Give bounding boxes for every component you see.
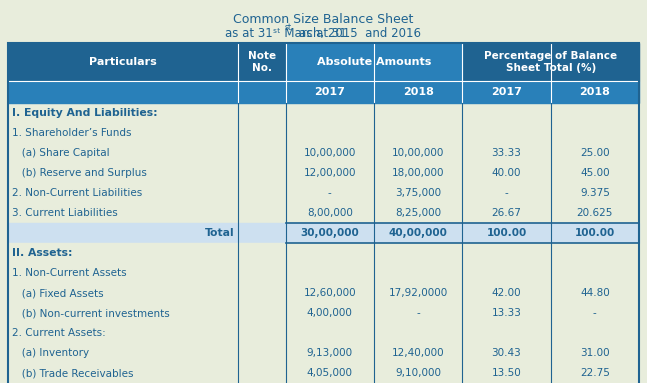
Text: 12,00,000: 12,00,000 xyxy=(303,168,356,178)
Text: Total: Total xyxy=(204,228,234,238)
Bar xyxy=(8,243,639,263)
Bar xyxy=(285,43,463,81)
Bar xyxy=(8,363,639,383)
Bar xyxy=(8,203,639,223)
Text: 100.00: 100.00 xyxy=(487,228,527,238)
Text: 2. Current Assets:: 2. Current Assets: xyxy=(12,328,105,338)
Text: 4,05,000: 4,05,000 xyxy=(307,368,353,378)
Text: 40,00,000: 40,00,000 xyxy=(389,228,448,238)
Text: 40.00: 40.00 xyxy=(492,168,521,178)
Bar xyxy=(8,43,639,81)
Text: 10,00,000: 10,00,000 xyxy=(392,148,444,158)
Text: 30,00,000: 30,00,000 xyxy=(300,228,359,238)
Bar xyxy=(8,263,639,283)
Text: (a) Share Capital: (a) Share Capital xyxy=(12,148,109,158)
Text: 3. Current Liabilities: 3. Current Liabilities xyxy=(12,208,118,218)
Text: 1. Non-Current Assets: 1. Non-Current Assets xyxy=(12,268,127,278)
Text: 12,40,000: 12,40,000 xyxy=(392,348,444,358)
Text: Particulars: Particulars xyxy=(89,57,157,67)
Bar xyxy=(8,303,639,323)
Text: 22.75: 22.75 xyxy=(580,368,609,378)
Text: 9,13,000: 9,13,000 xyxy=(307,348,353,358)
Text: st: st xyxy=(285,23,292,32)
Text: 9.375: 9.375 xyxy=(580,188,609,198)
Bar xyxy=(8,283,639,303)
Text: 20.625: 20.625 xyxy=(576,208,613,218)
Text: 8,00,000: 8,00,000 xyxy=(307,208,353,218)
Bar xyxy=(8,143,639,163)
Text: 2017: 2017 xyxy=(491,87,522,97)
Text: Percentage of Balance
Sheet Total (%): Percentage of Balance Sheet Total (%) xyxy=(484,51,617,73)
Bar xyxy=(8,163,639,183)
Text: Absolute Amounts: Absolute Amounts xyxy=(317,57,431,67)
Text: 4,00,000: 4,00,000 xyxy=(307,308,353,318)
Text: 3,75,000: 3,75,000 xyxy=(395,188,441,198)
Bar xyxy=(8,103,639,123)
Text: 31.00: 31.00 xyxy=(580,348,609,358)
Text: II. Assets:: II. Assets: xyxy=(12,248,72,258)
Text: 8,25,000: 8,25,000 xyxy=(395,208,441,218)
Bar xyxy=(8,223,639,243)
Text: Note
No.: Note No. xyxy=(248,51,276,73)
Text: (b) Reserve and Surplus: (b) Reserve and Surplus xyxy=(12,168,147,178)
Text: (a) Inventory: (a) Inventory xyxy=(12,348,89,358)
Text: 2. Non-Current Liabilities: 2. Non-Current Liabilities xyxy=(12,188,142,198)
Bar xyxy=(8,323,639,343)
Text: (b) Trade Receivables: (b) Trade Receivables xyxy=(12,368,133,378)
Text: as at 31ˢᵗ March, 2015  and 2016: as at 31ˢᵗ March, 2015 and 2016 xyxy=(225,27,421,40)
Text: 100.00: 100.00 xyxy=(575,228,615,238)
Text: 9,10,000: 9,10,000 xyxy=(395,368,441,378)
Text: -: - xyxy=(593,308,597,318)
Text: Common Size Balance Sheet: Common Size Balance Sheet xyxy=(233,13,413,26)
Text: 13.50: 13.50 xyxy=(492,368,521,378)
Text: 30.43: 30.43 xyxy=(492,348,521,358)
Text: I. Equity And Liabilities:: I. Equity And Liabilities: xyxy=(12,108,158,118)
Text: 10,00,000: 10,00,000 xyxy=(303,148,356,158)
Text: 12,60,000: 12,60,000 xyxy=(303,288,356,298)
Text: 25.00: 25.00 xyxy=(580,148,609,158)
Text: 2018: 2018 xyxy=(402,87,433,97)
Text: -: - xyxy=(416,308,420,318)
Bar xyxy=(8,123,639,143)
Text: (b) Non-current investments: (b) Non-current investments xyxy=(12,308,170,318)
Text: 13.33: 13.33 xyxy=(492,308,521,318)
Text: -: - xyxy=(328,188,332,198)
Text: 33.33: 33.33 xyxy=(492,148,521,158)
Text: -: - xyxy=(505,188,509,198)
Text: 2018: 2018 xyxy=(580,87,610,97)
Text: (a) Fixed Assets: (a) Fixed Assets xyxy=(12,288,104,298)
Bar xyxy=(8,81,639,103)
Bar xyxy=(8,343,639,363)
Text: 26.67: 26.67 xyxy=(492,208,521,218)
Text: as at 31: as at 31 xyxy=(299,27,347,40)
Text: 17,92,0000: 17,92,0000 xyxy=(389,288,448,298)
Text: 44.80: 44.80 xyxy=(580,288,609,298)
Text: 42.00: 42.00 xyxy=(492,288,521,298)
Text: 2017: 2017 xyxy=(314,87,345,97)
Text: 45.00: 45.00 xyxy=(580,168,609,178)
Bar xyxy=(8,183,639,203)
Text: 18,00,000: 18,00,000 xyxy=(392,168,444,178)
Text: 1. Shareholder’s Funds: 1. Shareholder’s Funds xyxy=(12,128,131,138)
